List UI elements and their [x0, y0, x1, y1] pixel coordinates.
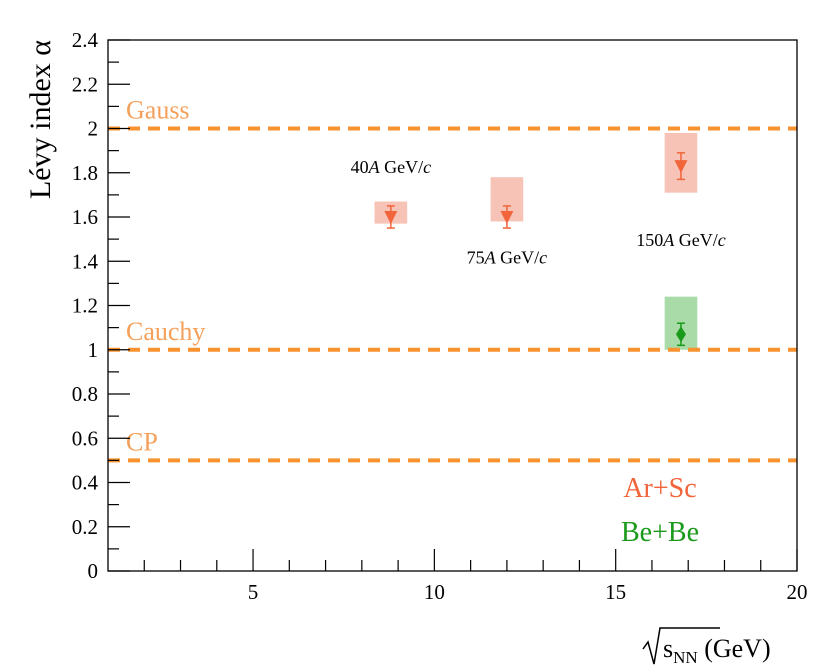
legend-ar-sc: Ar+Sc [623, 473, 696, 504]
y-tick-label: 2.2 [72, 72, 98, 96]
energy-label-150: 150A GeV/c [636, 230, 726, 250]
energy-label-40: 40A GeV/c [351, 157, 432, 177]
marker-ar-sc-2 [674, 160, 688, 174]
marker-be-be-0 [675, 326, 686, 343]
x-axis-label: sNN (GeV) [642, 627, 771, 667]
sqrt-symbol [642, 627, 720, 665]
y-tick-label: 1.6 [72, 205, 98, 229]
energy-label-75: 75A GeV/c [467, 247, 548, 267]
marker-ar-sc-1 [500, 211, 514, 224]
ref-label-gauss: Gauss [126, 96, 190, 125]
x-axis-title-text: sNN (GeV) [663, 634, 771, 667]
y-axis-label: Lévy index α [24, 40, 57, 199]
y-tick-label: 1.2 [72, 294, 98, 318]
y-tick-label: 2.4 [72, 28, 99, 52]
x-tick-label: 10 [424, 580, 445, 604]
x-tick-label: 15 [605, 580, 626, 604]
y-tick-label: 1 [88, 338, 99, 362]
y-tick-label: 0 [88, 559, 99, 583]
ref-label-cp: CP [126, 427, 158, 456]
y-tick-label: 0.6 [72, 426, 98, 450]
legend-be-be: Be+Be [621, 517, 699, 548]
y-tick-label: 0.4 [72, 471, 99, 495]
y-tick-label: 1.8 [72, 161, 98, 185]
y-tick-label: 1.4 [72, 249, 99, 273]
x-tick-label: 5 [248, 580, 259, 604]
y-tick-label: 0.8 [72, 382, 98, 406]
x-tick-label: 20 [787, 580, 808, 604]
y-tick-label: 2 [88, 117, 99, 141]
y-tick-label: 0.2 [72, 515, 98, 539]
ref-label-cauchy: Cauchy [126, 317, 205, 346]
marker-ar-sc-0 [384, 211, 398, 224]
